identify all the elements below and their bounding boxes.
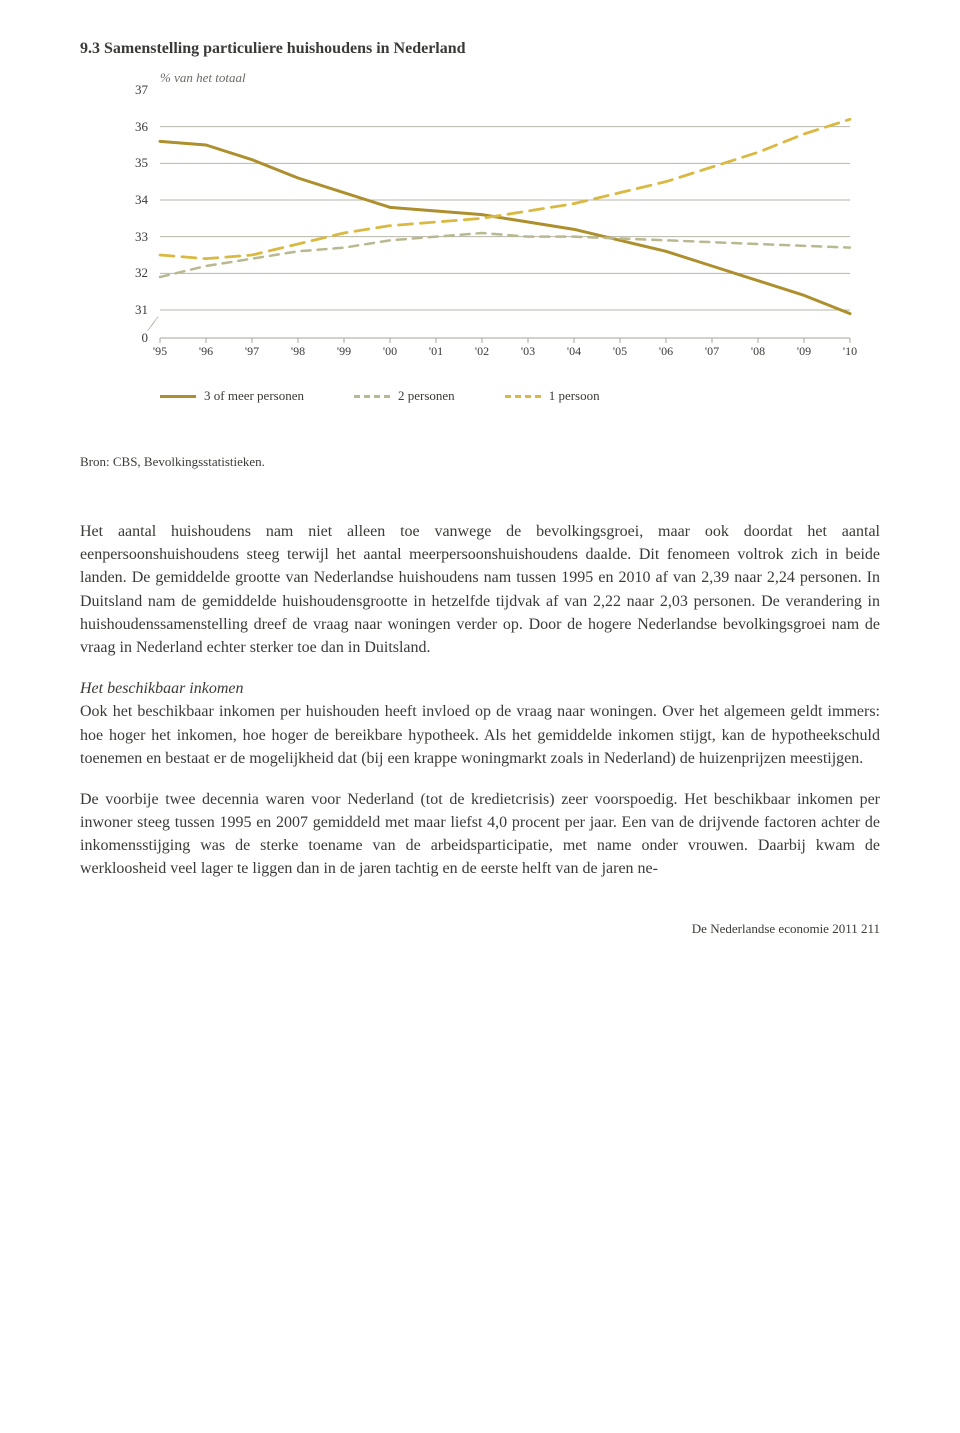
legend-label: 2 personen xyxy=(398,388,455,404)
figure-title: 9.3 Samenstelling particuliere huishoude… xyxy=(80,40,880,58)
chart: % van het totaal 37 36 35 34 33 32 31 0 '95 '96 '… xyxy=(120,70,860,380)
y-tick-label: 33 xyxy=(120,229,148,245)
legend-label: 3 of meer personen xyxy=(204,388,304,404)
x-tick-label: '02 xyxy=(475,344,489,359)
paragraph: De voorbije twee decennia waren voor Ned… xyxy=(80,788,880,881)
x-tick-label: '95 xyxy=(153,344,167,359)
y-tick-label: 0 xyxy=(120,330,148,346)
line-chart-svg xyxy=(120,70,860,370)
x-tick-label: '97 xyxy=(245,344,259,359)
y-tick-label: 35 xyxy=(120,155,148,171)
legend-label: 1 persoon xyxy=(549,388,600,404)
x-tick-label: '05 xyxy=(613,344,627,359)
page-footer: De Nederlandse economie 2011 211 xyxy=(80,921,880,937)
x-tick-label: '09 xyxy=(797,344,811,359)
x-tick-label: '99 xyxy=(337,344,351,359)
paragraph: Ook het beschikbaar inkomen per huishoud… xyxy=(80,700,880,770)
x-tick-label: '98 xyxy=(291,344,305,359)
x-tick-label: '08 xyxy=(751,344,765,359)
legend-item: 1 persoon xyxy=(505,388,600,404)
x-tick-label: '10 xyxy=(843,344,857,359)
y-tick-label: 37 xyxy=(120,82,148,98)
chart-legend: 3 of meer personen 2 personen 1 persoon xyxy=(160,388,880,404)
x-tick-label: '00 xyxy=(383,344,397,359)
subheading: Het beschikbaar inkomen xyxy=(80,677,880,700)
source-line: Bron: CBS, Bevolkingsstatistieken. xyxy=(80,454,880,470)
legend-swatch xyxy=(505,395,541,398)
x-tick-label: '01 xyxy=(429,344,443,359)
legend-item: 3 of meer personen xyxy=(160,388,304,404)
x-tick-label: '04 xyxy=(567,344,581,359)
body-text: Het aantal huishoudens nam niet alleen t… xyxy=(80,520,880,881)
x-tick-label: '06 xyxy=(659,344,673,359)
x-tick-label: '96 xyxy=(199,344,213,359)
legend-swatch xyxy=(354,395,390,398)
x-tick-label: '03 xyxy=(521,344,535,359)
paragraph: Het aantal huishoudens nam niet alleen t… xyxy=(80,520,880,659)
legend-swatch xyxy=(160,395,196,398)
y-tick-label: 36 xyxy=(120,119,148,135)
legend-item: 2 personen xyxy=(354,388,455,404)
y-subtitle: % van het totaal xyxy=(160,70,246,86)
y-tick-label: 32 xyxy=(120,265,148,281)
x-tick-label: '07 xyxy=(705,344,719,359)
y-tick-label: 31 xyxy=(120,302,148,318)
y-tick-label: 34 xyxy=(120,192,148,208)
axis-break-mark: ⁄ xyxy=(153,314,156,332)
